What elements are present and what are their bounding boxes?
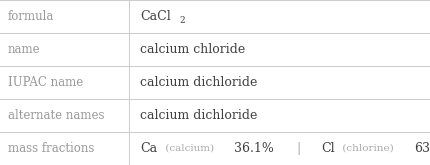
Text: Cl: Cl [321, 142, 335, 155]
Text: 2: 2 [179, 16, 185, 25]
Text: mass fractions: mass fractions [8, 142, 94, 155]
Text: (chlorine): (chlorine) [338, 144, 396, 153]
Text: name: name [8, 43, 40, 56]
Text: Ca: Ca [140, 142, 157, 155]
Text: (calcium): (calcium) [162, 144, 217, 153]
Text: 63.9%: 63.9% [413, 142, 430, 155]
Text: CaCl: CaCl [140, 10, 170, 23]
Text: 36.1%: 36.1% [233, 142, 273, 155]
Text: formula: formula [8, 10, 54, 23]
Text: calcium chloride: calcium chloride [140, 43, 245, 56]
Text: |: | [284, 142, 313, 155]
Text: calcium dichloride: calcium dichloride [140, 76, 257, 89]
Text: IUPAC name: IUPAC name [8, 76, 83, 89]
Text: alternate names: alternate names [8, 109, 104, 122]
Text: calcium dichloride: calcium dichloride [140, 109, 257, 122]
